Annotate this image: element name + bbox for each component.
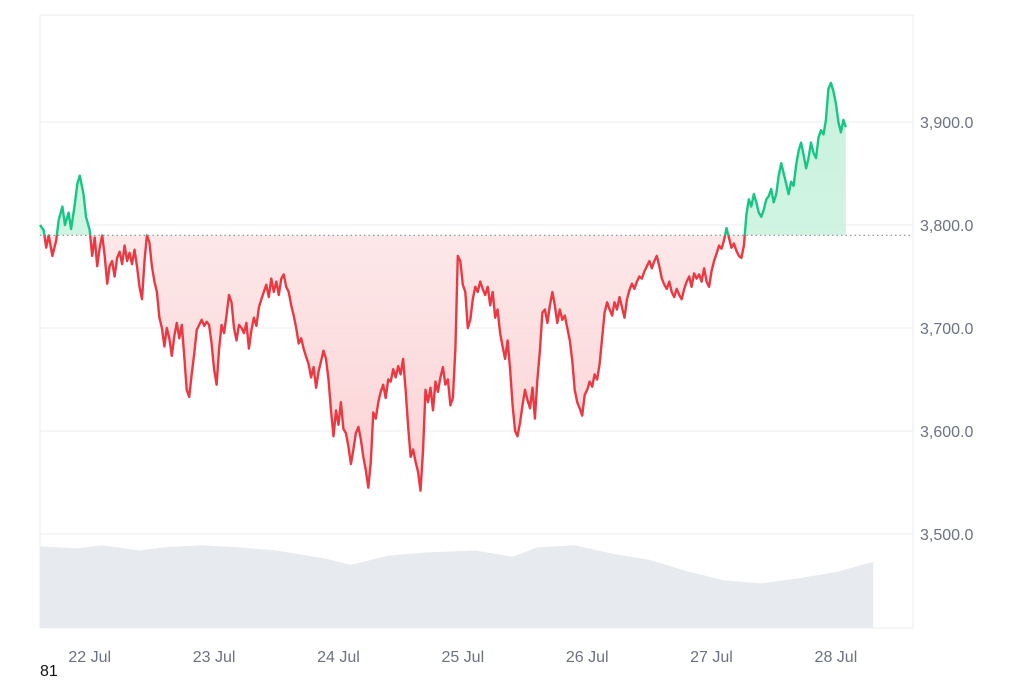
x-tick-label: 26 Jul bbox=[566, 649, 609, 666]
y-tick-label: 3,500.0 bbox=[920, 527, 973, 544]
y-tick-label: 3,700.0 bbox=[920, 321, 973, 338]
x-tick-label: 23 Jul bbox=[193, 649, 236, 666]
x-tick-label: 28 Jul bbox=[815, 649, 858, 666]
volume-area bbox=[40, 545, 873, 628]
x-tick-label: 24 Jul bbox=[317, 649, 360, 666]
y-tick-label: 3,800.0 bbox=[920, 218, 973, 235]
area-below-baseline bbox=[40, 83, 846, 491]
y-tick-label: 3,600.0 bbox=[920, 424, 973, 441]
x-tick-label: 27 Jul bbox=[690, 649, 733, 666]
x-tick-label: 25 Jul bbox=[441, 649, 484, 666]
y-tick-label: 3,900.0 bbox=[920, 115, 973, 132]
x-tick-label: 22 Jul bbox=[68, 649, 111, 666]
footer-number: 81 bbox=[40, 663, 58, 681]
